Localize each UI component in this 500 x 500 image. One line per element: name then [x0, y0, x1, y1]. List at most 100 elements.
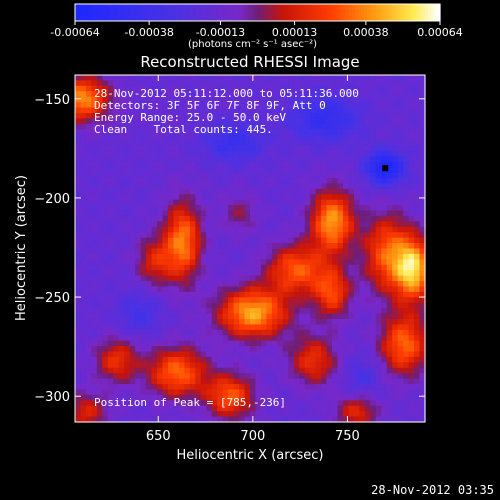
heatmap-cell [107, 264, 114, 271]
heatmap-cell [414, 80, 421, 87]
heatmap-cell [189, 80, 196, 87]
heatmap-cell [157, 259, 164, 266]
heatmap-cell [419, 140, 426, 147]
heatmap-cell [266, 318, 273, 326]
heatmap-cell [96, 373, 103, 380]
heatmap-cell [353, 259, 360, 266]
heatmap-cell [414, 194, 421, 201]
heatmap-cell [375, 145, 382, 152]
heatmap-cell [228, 215, 235, 222]
heatmap-cell [315, 226, 322, 233]
heatmap-cell [315, 102, 322, 109]
heatmap-cell [315, 112, 322, 119]
heatmap-cell [96, 378, 103, 385]
heatmap-cell [403, 308, 410, 315]
heatmap-cell [118, 123, 125, 130]
heatmap-cell [146, 264, 153, 271]
heatmap-cell [184, 411, 191, 418]
heatmap-cell [288, 129, 295, 136]
heatmap-cell [266, 75, 273, 82]
x-tick-label: 700 [240, 429, 265, 444]
heatmap-cell [195, 134, 202, 141]
heatmap-cell [222, 156, 229, 163]
heatmap-cell [397, 232, 404, 239]
heatmap-cell [255, 356, 262, 363]
heatmap-cell [239, 85, 246, 92]
heatmap-cell [189, 400, 196, 407]
heatmap-cell [299, 91, 306, 98]
heatmap-cell [342, 237, 350, 244]
heatmap-cell [370, 183, 377, 190]
heatmap-cell [140, 85, 147, 92]
heatmap-cell [239, 264, 246, 271]
heatmap-cell [348, 80, 355, 87]
heatmap-cell [239, 91, 246, 98]
heatmap-cell [375, 215, 382, 222]
colorbar-cell [102, 4, 107, 21]
colorbar-cell [230, 4, 234, 21]
heatmap-cell [222, 356, 229, 363]
heatmap-cell [162, 367, 169, 374]
heatmap-cell [75, 318, 82, 326]
heatmap-cell [244, 313, 251, 320]
heatmap-cell [321, 378, 328, 385]
heatmap-cell [397, 167, 404, 174]
heatmap-cell [364, 80, 371, 87]
heatmap-cell [266, 178, 273, 185]
heatmap-cell [157, 335, 164, 342]
y-tick-label: −300 [34, 390, 70, 405]
heatmap-cell [299, 411, 306, 418]
heatmap-cell [184, 123, 191, 130]
heatmap-cell [233, 112, 240, 119]
heatmap-cell [129, 411, 136, 418]
heatmap-cell [85, 281, 93, 288]
heatmap-cell [118, 107, 125, 114]
heatmap-cell [353, 351, 360, 358]
heatmap-cell [129, 329, 136, 336]
heatmap-cell [315, 389, 322, 396]
heatmap-cell [326, 232, 333, 239]
heatmap-cell [321, 281, 328, 288]
heatmap-cell [233, 297, 240, 304]
heatmap-cell [129, 318, 136, 326]
heatmap-cell [260, 188, 268, 195]
heatmap-cell [228, 291, 235, 298]
heatmap-cell [102, 346, 109, 353]
heatmap-cell [250, 188, 257, 195]
heatmap-cell [146, 346, 153, 353]
heatmap-cell [321, 394, 328, 401]
heatmap-cell [228, 80, 235, 87]
heatmap-cell [107, 270, 114, 277]
heatmap-cell [392, 237, 399, 244]
heatmap-cell [392, 394, 399, 401]
heatmap-cell [315, 232, 322, 239]
heatmap-cell [277, 259, 284, 266]
heatmap-cell [195, 232, 202, 239]
heatmap-cell [271, 253, 278, 260]
heatmap-cell [239, 75, 246, 82]
heatmap-cell [288, 248, 295, 255]
heatmap-cell [162, 405, 169, 412]
heatmap-cell [173, 416, 180, 423]
heatmap-cell [217, 253, 224, 260]
heatmap-cell [408, 281, 415, 288]
heatmap-cell [277, 199, 284, 206]
heatmap-cell [195, 264, 202, 271]
heatmap-cell [129, 416, 136, 423]
heatmap-cell [96, 405, 103, 412]
heatmap-cell [266, 129, 273, 136]
heatmap-cell [80, 172, 87, 179]
heatmap-cell [233, 194, 240, 201]
heatmap-cell [244, 405, 251, 412]
colorbar-cell [418, 4, 423, 21]
heatmap-cell [397, 96, 404, 103]
heatmap-cell [359, 329, 366, 336]
heatmap-cell [96, 340, 103, 347]
heatmap-cell [342, 411, 350, 418]
heatmap-cell [195, 221, 202, 228]
heatmap-cell [271, 281, 278, 288]
heatmap-cell [102, 259, 109, 266]
heatmap-cell [167, 335, 175, 342]
heatmap-cell [157, 318, 164, 326]
heatmap-cell [206, 291, 213, 298]
